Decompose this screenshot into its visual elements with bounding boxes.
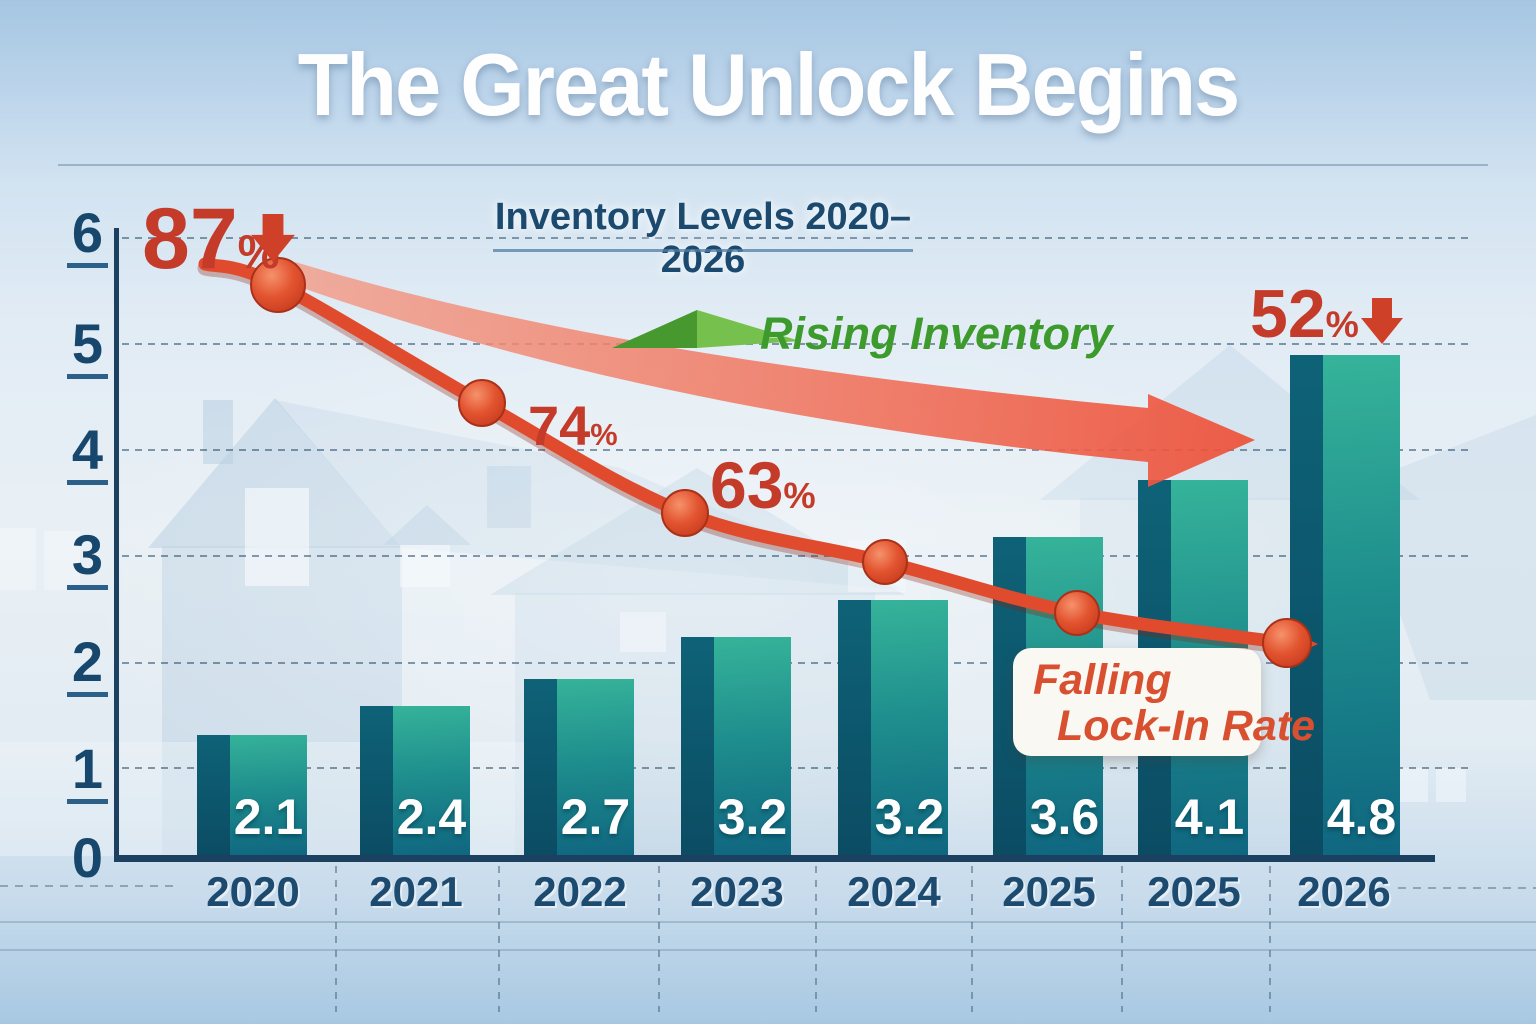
subtitle-underline — [493, 249, 913, 252]
bar-2026-7: 4.8 — [1290, 355, 1400, 856]
trend-line-markers — [250, 257, 1312, 668]
rising-triangle-icon — [612, 310, 800, 348]
ytick-3: 3 — [50, 524, 108, 590]
y-axis-line — [114, 228, 119, 862]
bar-side-shade — [197, 735, 230, 856]
gridline — [122, 555, 1468, 557]
category-separator — [971, 866, 973, 1012]
bar-value-label: 3.2 — [717, 789, 788, 845]
gridline — [122, 343, 1468, 345]
pct-sign: % — [783, 475, 816, 516]
bottom-right-dashed-line — [1398, 887, 1536, 889]
chart-subtitle: Inventory Levels 2020–2026 — [494, 196, 912, 281]
ytick-label: 0 — [71, 826, 103, 889]
year-label-2022-2: 2022 — [533, 868, 627, 915]
year-label-2025-6: 2025 — [1147, 868, 1241, 915]
trend-marker — [250, 257, 306, 313]
year-label-2023-3: 2023 — [690, 868, 784, 915]
year-label-2026-7: 2026 — [1297, 868, 1391, 915]
bar-value-label: 2.1 — [233, 789, 304, 845]
bottom-left-dashed-line — [0, 885, 180, 887]
year-label-2025-5: 2025 — [1002, 868, 1096, 915]
down-block-arrow-icon — [1361, 296, 1403, 351]
ytick-label: 1 — [66, 741, 108, 804]
bar-2021-1: 2.4 — [360, 706, 470, 856]
year-label-2024-4: 2024 — [847, 868, 941, 915]
pct-number: 87 — [142, 191, 238, 287]
bar-2024-4: 3.2 — [838, 600, 948, 856]
falling-lock-in-rate-badge: Falling Lock-In Rate — [1013, 648, 1315, 756]
pct-label-63: 63% — [710, 452, 816, 518]
title-divider — [58, 164, 1488, 166]
ytick-1: 1 — [50, 738, 108, 804]
x-axis-line — [114, 855, 1435, 862]
downtrend-swoosh-arrow-icon — [295, 262, 1255, 487]
ytick-2: 2 — [50, 631, 108, 697]
trend-marker — [862, 539, 908, 585]
ytick-0: 0 — [50, 827, 108, 889]
category-separator — [1121, 866, 1123, 1012]
bar-value-label: 3.2 — [874, 789, 945, 845]
category-separator — [815, 866, 817, 1012]
down-block-arrow-icon — [251, 214, 295, 267]
footer-rule-2 — [0, 949, 1536, 951]
pct-sign: % — [1325, 303, 1359, 345]
trend-marker — [458, 379, 506, 427]
ytick-5: 5 — [50, 313, 108, 379]
pct-label-74: 74% — [528, 398, 618, 454]
bar-value-label: 4.1 — [1174, 789, 1245, 845]
year-label-2021-1: 2021 — [369, 868, 463, 915]
bar-2020-0: 2.1 — [197, 735, 307, 856]
category-separator — [498, 866, 500, 1012]
pct-number: 63 — [710, 448, 784, 522]
ytick-6: 6 — [50, 202, 108, 268]
category-separator — [1269, 866, 1271, 1012]
pct-number: 52 — [1250, 276, 1326, 352]
gridline — [122, 449, 1468, 451]
category-separator — [335, 866, 337, 1012]
year-label-2020-0: 2020 — [206, 868, 300, 915]
bar-value-label: 4.8 — [1326, 789, 1397, 845]
ytick-label: 4 — [66, 422, 108, 485]
trend-marker — [1262, 618, 1312, 668]
bar-side-shade — [838, 600, 871, 856]
bar-side-shade — [360, 706, 393, 856]
badge-text-line2: Lock-In Rate — [1057, 702, 1316, 750]
pct-sign: % — [590, 417, 618, 452]
ytick-label: 5 — [66, 316, 108, 379]
gridline — [122, 767, 1468, 769]
bar-side-shade — [1290, 355, 1323, 856]
badge-text-line1: Falling — [1033, 656, 1172, 704]
bar-side-shade — [524, 679, 557, 856]
bar-2023-3: 3.2 — [681, 637, 791, 856]
ytick-label: 6 — [66, 205, 108, 268]
trend-marker — [1054, 590, 1100, 636]
ytick-label: 3 — [66, 527, 108, 590]
pct-number: 74 — [528, 394, 591, 457]
bar-2022-2: 2.7 — [524, 679, 634, 856]
bar-value-label: 3.6 — [1029, 789, 1100, 845]
ytick-4: 4 — [50, 419, 108, 485]
bar-value-label: 2.4 — [396, 789, 467, 845]
page-title: The Great Unlock Begins — [297, 35, 1240, 134]
bar-value-label: 2.7 — [560, 789, 631, 845]
gridline — [122, 237, 1468, 239]
rising-inventory-label: Rising Inventory — [760, 308, 1113, 359]
pct-label-52: 52% — [1250, 280, 1359, 348]
gridline — [122, 662, 1468, 664]
category-separator — [658, 866, 660, 1012]
trend-marker — [661, 489, 709, 537]
bar-side-shade — [681, 637, 714, 856]
footer-rule-1 — [0, 921, 1536, 923]
ytick-label: 2 — [66, 634, 108, 697]
